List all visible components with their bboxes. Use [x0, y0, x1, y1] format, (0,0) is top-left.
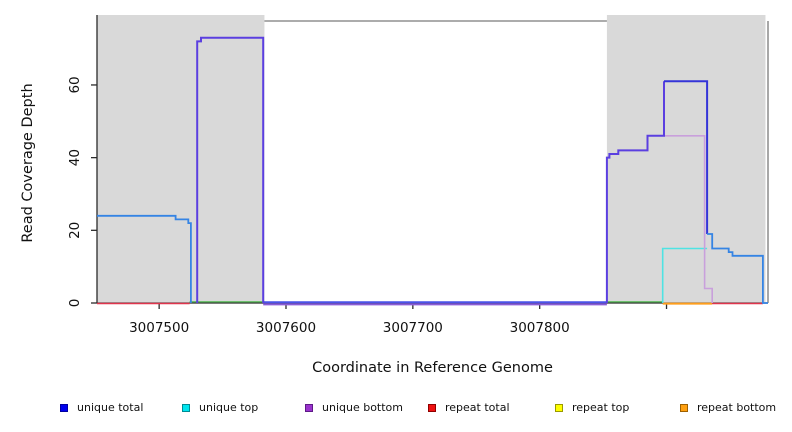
legend-swatch-repeat-total: [428, 403, 436, 412]
legend-label: unique bottom: [322, 401, 404, 414]
legend-item-repeat-bottom: repeat bottom: [680, 401, 776, 414]
legend-item-unique-bottom: unique bottom: [305, 401, 403, 414]
unique-bottom-box: [196, 36, 265, 303]
legend-label: unique total: [77, 401, 144, 414]
x-tick-label-3007700: 3007700: [383, 320, 443, 336]
y-tick-label-20: 20: [67, 222, 83, 239]
y-tick-label-40: 40: [67, 149, 83, 166]
shaded-region-1: [606, 15, 766, 302]
y-tick-label-0: 0: [67, 299, 83, 308]
legend-label: repeat top: [572, 401, 630, 414]
legend-item-unique-top: unique top: [182, 401, 258, 414]
x-tick-label-3007500: 3007500: [129, 320, 189, 336]
legend-swatch-unique-total: [60, 403, 68, 412]
legend-item-repeat-total: repeat total: [428, 401, 510, 414]
y-tick-label-60: 60: [67, 76, 83, 93]
x-tick-label-3007600: 3007600: [256, 320, 316, 336]
legend-item-unique-total: unique total: [60, 401, 143, 414]
unique-bottom-right-steps: [605, 81, 665, 303]
legend-swatch-unique-bottom: [305, 403, 313, 412]
y-axis-title: Read Coverage Depth: [20, 83, 36, 243]
legend-label: repeat total: [445, 401, 510, 414]
x-tick-label-3007800: 3007800: [510, 320, 570, 336]
unique-bottom-light: [664, 135, 714, 303]
legend-label: unique top: [199, 401, 259, 414]
x-axis-title: Coordinate in Reference Genome: [312, 360, 553, 376]
legend-item-repeat-top: repeat top: [555, 401, 629, 414]
shaded-region-0: [97, 15, 265, 302]
unique-total-right: [707, 233, 768, 304]
coverage-plot: 0 20 40 60 3007500 3007600 3007700 3007800: [67, 15, 769, 336]
legend-swatch-repeat-bottom: [680, 403, 688, 412]
unique-total-left: [97, 214, 192, 303]
legend-swatch-repeat-top: [555, 403, 563, 412]
unique-top-cyan: [661, 247, 708, 303]
legend-label: repeat bottom: [697, 401, 777, 414]
legend-swatch-unique-top: [182, 403, 190, 412]
unique-total-box-right: [664, 80, 709, 234]
